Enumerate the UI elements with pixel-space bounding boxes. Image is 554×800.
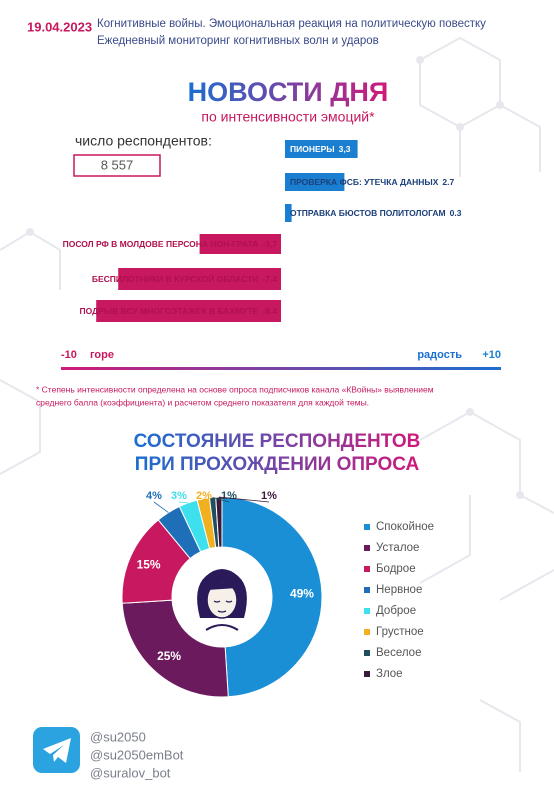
legend-label: Бодрое <box>376 563 416 575</box>
value-label: 15% <box>137 557 161 571</box>
bar-category: ПРОВЕРКА ФСБ: УТЕЧКА ДАННЫХ <box>290 177 439 187</box>
bar <box>285 173 345 191</box>
legend-label: Злое <box>376 668 403 680</box>
legend-label: Доброе <box>376 605 416 617</box>
bar-value: 3,3 <box>339 144 351 154</box>
bar-value: -7.4 <box>262 274 277 284</box>
respondents-box <box>73 154 161 177</box>
respondents-value: 8 557 <box>101 157 134 172</box>
leader-line <box>153 501 169 513</box>
legend-marker <box>364 608 370 614</box>
legend-marker <box>364 566 370 572</box>
legend-label: Спокойное <box>376 521 434 533</box>
bar-label: ПИОНЕРЫ 3,3 <box>290 144 351 154</box>
donut <box>121 496 323 698</box>
bar-label: БЕСПИЛОТНИКИ В КУРСКОЙ ОБЛАСТИ -7.4 <box>92 273 277 284</box>
bar <box>285 204 292 222</box>
bar-value: 2.7 <box>442 177 454 187</box>
bar-value: -3,7 <box>262 239 277 249</box>
value-label: 49% <box>290 587 314 601</box>
leader-line <box>202 498 205 503</box>
face-icon <box>182 557 262 637</box>
bar-label: ПОСОЛ РФ В МОЛДОВЕ ПЕРСОНА НОН-ГРАТА -3,7 <box>63 239 278 249</box>
leader-line <box>178 501 189 504</box>
x-tick-label: -10 <box>61 349 77 361</box>
contact: @su2050 <box>90 729 146 744</box>
bar-label: ОТПРАВКА БЮСТОВ ПОЛИТОЛОГАМ 0.3 <box>290 208 462 218</box>
x-label-right: радость <box>417 349 462 361</box>
header-line: Когнитивные войны. Эмоциональная реакция… <box>97 18 486 30</box>
chart-subtitle: по интенсивности эмоций* <box>201 109 375 125</box>
chart-title: ПРИ ПРОХОЖДЕНИИ ОПРОСА <box>135 454 420 475</box>
donut-segment <box>221 496 323 698</box>
bar-category: БЕСПИЛОТНИКИ В КУРСКОЙ ОБЛАСТИ <box>92 273 259 284</box>
footnote: среднего балла (коэффициента) и расчетом… <box>36 397 369 407</box>
bar-category: ПОДРЫВ ВСУ МНОГОЭТАЖЕК В БАХМУТЕ <box>79 306 258 316</box>
legend-marker <box>364 629 370 635</box>
legend-label: Веселое <box>376 647 421 659</box>
legend-marker <box>364 650 370 656</box>
legend-label: Нервное <box>376 584 422 596</box>
bar-category: ПОСОЛ РФ В МОЛДОВЕ ПЕРСОНА НОН-ГРАТА <box>63 239 259 249</box>
donut-segment <box>121 599 229 698</box>
header-line: Ежедневный мониторинг когнитивных волн и… <box>97 35 379 47</box>
bar <box>96 300 281 322</box>
bar <box>118 268 281 290</box>
donut-segment <box>215 496 223 548</box>
footnote: * Степень интенсивности определена на ос… <box>36 384 434 394</box>
legend-label: Грустное <box>376 626 424 638</box>
legend-marker <box>364 587 370 593</box>
contact: @suralov_bot <box>90 765 171 780</box>
bar-category: ПИОНЕРЫ <box>290 144 335 154</box>
leader-line <box>212 497 230 503</box>
bar-label: ПРОВЕРКА ФСБ: УТЕЧКА ДАННЫХ 2.7 <box>290 177 455 187</box>
legend-label: Усталое <box>376 542 419 554</box>
legend-marker <box>364 671 370 677</box>
background-hexes <box>0 36 554 772</box>
x-label-left: горе <box>90 349 114 361</box>
bar-value: 0.3 <box>450 208 462 218</box>
value-label: 3% <box>171 490 187 502</box>
bar-value: -8.4 <box>262 306 277 316</box>
value-label: 1% <box>221 490 237 502</box>
bar-category: ОТПРАВКА БЮСТОВ ПОЛИТОЛОГАМ <box>290 208 446 218</box>
value-label: 2% <box>196 490 212 502</box>
axis-line <box>61 367 501 370</box>
legend-marker <box>364 545 370 551</box>
telegram-icon <box>33 727 80 773</box>
x-tick-label: +10 <box>482 349 501 361</box>
contact: @su2050emBot <box>90 747 184 762</box>
bar <box>199 234 281 254</box>
legend-marker <box>364 524 370 530</box>
bar <box>285 140 358 158</box>
value-label: 1% <box>261 490 277 502</box>
leader-line <box>218 496 270 503</box>
bar-label: ПОДРЫВ ВСУ МНОГОЭТАЖЕК В БАХМУТЕ -8.4 <box>79 306 277 316</box>
chart-title: НОВОСТИ ДНЯ <box>188 77 389 107</box>
date: 19.04.2023 <box>27 19 92 34</box>
respondents-label: число респондентов: <box>75 133 212 149</box>
value-label: 25% <box>157 649 181 663</box>
telegram-plane <box>43 738 71 763</box>
value-label: 4% <box>146 490 162 502</box>
chart-title: СОСТОЯНИЕ РЕСПОНДЕНТОВ <box>134 431 421 452</box>
